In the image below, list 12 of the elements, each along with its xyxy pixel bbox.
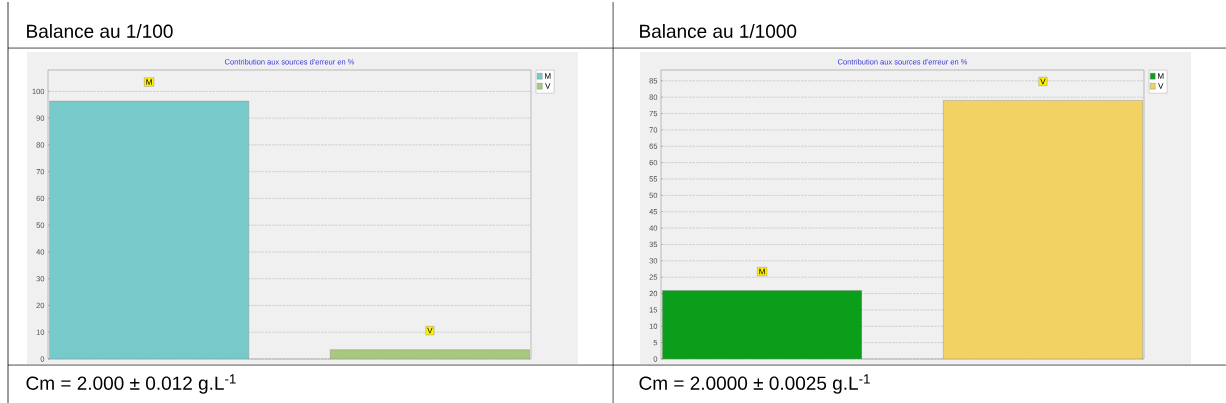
legend-label: V bbox=[1158, 83, 1164, 89]
text: Cm = 2.0000 ± 0.0025 g.L$^{-1}$ bbox=[639, 374, 870, 394]
text: V bbox=[427, 327, 433, 334]
text: Cm = 2.000 ± 0.012 g.L$^{-1}$ bbox=[26, 374, 236, 394]
text: M bbox=[759, 268, 765, 275]
text: V bbox=[1040, 78, 1046, 85]
chart-title: Balance au 1/1000 bbox=[640, 24, 797, 38]
legend-label: V bbox=[545, 83, 551, 89]
legend-label: M bbox=[1158, 73, 1164, 79]
legend-label: M bbox=[545, 73, 551, 79]
text: M bbox=[146, 79, 152, 85]
chart-title: Balance au 1/100 bbox=[27, 24, 173, 38]
